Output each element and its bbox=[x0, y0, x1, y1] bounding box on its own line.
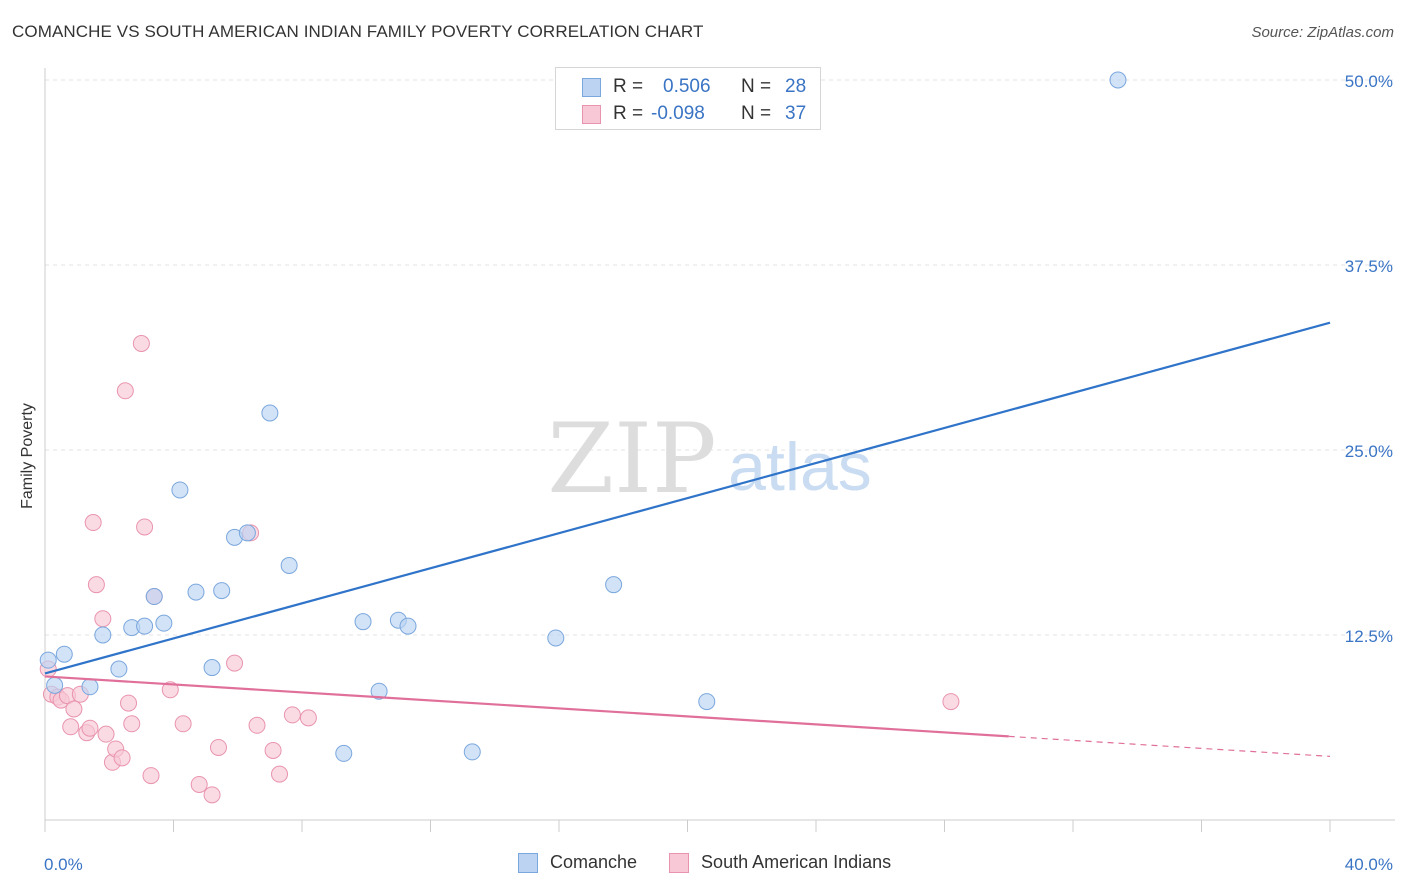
comanche-point bbox=[238, 524, 256, 542]
comanche-swatch bbox=[582, 77, 601, 97]
comanche-point bbox=[187, 583, 205, 601]
comanche-point bbox=[94, 626, 112, 644]
comanche-point bbox=[213, 582, 231, 600]
south-american-indians-point bbox=[283, 706, 301, 724]
y-tick-label: 25.0% bbox=[1345, 442, 1393, 461]
comanche-point bbox=[171, 481, 189, 499]
comanche-point bbox=[39, 651, 57, 669]
legend-item-label: South American Indians bbox=[701, 852, 892, 872]
south-american-indians-swatch bbox=[582, 104, 601, 124]
south-american-indians-point bbox=[62, 718, 80, 736]
south-american-indians-point bbox=[136, 518, 154, 536]
x-tick-label: 40.0% bbox=[1345, 855, 1393, 874]
south-american-indians-point bbox=[142, 767, 160, 785]
comanche-legend-swatch bbox=[518, 852, 538, 873]
legend-r-value: -0.098 bbox=[651, 103, 705, 124]
south-american-indians-point bbox=[942, 693, 960, 711]
legend-r-value: 0.506 bbox=[663, 76, 711, 97]
y-tick-label: 50.0% bbox=[1345, 72, 1393, 91]
comanche-point bbox=[136, 617, 154, 635]
comanche-point bbox=[81, 678, 99, 696]
grid-layer bbox=[45, 79, 1395, 636]
south-american-indians-point bbox=[84, 514, 102, 532]
watermark-zip: ZIP bbox=[547, 403, 716, 515]
comanche-point bbox=[399, 617, 417, 635]
correlation-legend: R = 0.506 N = 28 R = -0.098 N = 37 bbox=[555, 67, 821, 130]
legend-r-label: R = bbox=[613, 76, 644, 97]
south-american-indians-point bbox=[174, 715, 192, 733]
y-tick-label: 37.5% bbox=[1345, 257, 1393, 276]
south-american-indians-point bbox=[209, 738, 227, 756]
south-american-indians-point bbox=[226, 654, 244, 672]
comanche-point bbox=[354, 613, 372, 631]
y-tick-label: 12.5% bbox=[1345, 627, 1393, 646]
trend-lines bbox=[44, 321, 1331, 757]
south-american-indians-point bbox=[271, 765, 289, 783]
south-american-indians-point bbox=[123, 715, 141, 733]
south-american-indians-trend-line bbox=[44, 675, 1009, 738]
comanche-point bbox=[547, 629, 565, 647]
tick-labels: 12.5% 25.0% 37.5% 50.0% 0.0% 40.0% bbox=[44, 72, 1393, 874]
comanche-point bbox=[605, 576, 623, 594]
series-legend: Comanche South American Indians bbox=[518, 852, 923, 873]
legend-n-label: N = bbox=[741, 103, 772, 124]
comanche-point bbox=[55, 645, 73, 663]
south-american-indians-point bbox=[203, 786, 221, 804]
south-american-indians-point bbox=[94, 610, 112, 628]
comanche-point bbox=[145, 588, 163, 606]
comanche-point bbox=[280, 556, 298, 574]
comanche-point bbox=[698, 693, 716, 711]
south-american-indians-point bbox=[264, 741, 282, 759]
comanche-point bbox=[155, 614, 173, 632]
south-american-indians-point bbox=[97, 725, 115, 743]
south-american-indians-point bbox=[81, 719, 99, 737]
south-american-indians-trend-line-extension bbox=[1008, 735, 1331, 757]
south-american-indians-point bbox=[132, 334, 150, 352]
comanche-points bbox=[39, 71, 1127, 762]
legend-n-value: 37 bbox=[785, 103, 807, 124]
south-american-indians-point bbox=[120, 694, 138, 712]
legend-n-value: 28 bbox=[785, 76, 807, 97]
south-american-indians-point bbox=[116, 382, 134, 400]
south-american-indians-point bbox=[113, 749, 131, 767]
comanche-trend-line bbox=[44, 321, 1331, 675]
comanche-point bbox=[463, 743, 481, 761]
south-american-indians-point bbox=[65, 700, 83, 718]
x-tick-label: 0.0% bbox=[44, 855, 83, 874]
comanche-point bbox=[46, 676, 64, 694]
south-american-indians-point bbox=[248, 716, 266, 734]
legend-item-south-american-indians[interactable]: South American Indians bbox=[669, 852, 891, 873]
legend-row-comanche: R = 0.506 N = 28 bbox=[582, 76, 806, 98]
south-american-indians-point bbox=[299, 709, 317, 727]
legend-item-label: Comanche bbox=[550, 852, 638, 872]
south-american-indians-point bbox=[190, 775, 208, 793]
chart-title: COMANCHE VS SOUTH AMERICAN INDIAN FAMILY… bbox=[12, 22, 704, 41]
comanche-point bbox=[203, 659, 221, 677]
comanche-point bbox=[335, 744, 353, 762]
watermark: ZIP atlas bbox=[547, 403, 871, 515]
comanche-point bbox=[1109, 71, 1127, 89]
south-american-indians-point bbox=[161, 681, 179, 699]
south-american-indians-point bbox=[87, 576, 105, 594]
legend-n-label: N = bbox=[741, 76, 772, 97]
legend-r-label: R = bbox=[613, 103, 644, 124]
source-credit: Source: ZipAtlas.com bbox=[1251, 24, 1394, 41]
south-american-indians-legend-swatch bbox=[669, 852, 690, 873]
comanche-point bbox=[370, 682, 388, 700]
legend-item-comanche[interactable]: Comanche bbox=[518, 852, 637, 873]
legend-row-south-american-indians: R = -0.098 N = 37 bbox=[582, 103, 806, 125]
south-american-indians-points bbox=[39, 334, 960, 804]
comanche-point bbox=[261, 404, 279, 422]
comanche-point bbox=[110, 660, 128, 678]
